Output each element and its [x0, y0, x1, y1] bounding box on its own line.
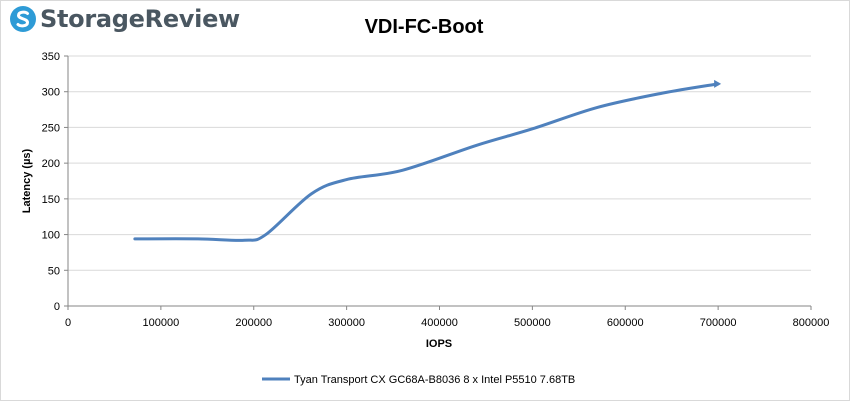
brand-name: StorageReview: [40, 5, 240, 33]
y-tick-label: 250: [42, 122, 60, 134]
y-tick-label: 200: [42, 158, 60, 170]
y-tick-label: 50: [48, 265, 60, 277]
x-tick-label: 200000: [235, 317, 272, 329]
brand-logo: StorageReview: [8, 4, 240, 34]
y-tick-label: 300: [42, 87, 60, 99]
storagereview-logo-icon: [10, 6, 36, 32]
legend: Tyan Transport CX GC68A-B8036 8 x Intel …: [262, 374, 575, 386]
legend-label: Tyan Transport CX GC68A-B8036 8 x Intel …: [294, 374, 575, 386]
y-tick-label: 150: [42, 194, 60, 206]
series-line: [133, 82, 720, 242]
x-tick-label: 700000: [700, 317, 737, 329]
y-axis-label: Latency (µs): [21, 148, 33, 213]
chart-title: VDI-FC-Boot: [365, 16, 484, 38]
y-tick-label: 100: [42, 230, 60, 242]
y-tick-label: 0: [54, 301, 60, 313]
x-tick-label: 300000: [328, 317, 365, 329]
x-tick-label: 600000: [607, 317, 644, 329]
series-end-marker: [714, 79, 722, 88]
y-tick-label: 350: [42, 51, 60, 63]
x-tick-label: 0: [65, 317, 71, 329]
x-axis-label: IOPS: [426, 338, 452, 350]
x-tick-label: 800000: [793, 317, 830, 329]
x-tick-label: 400000: [421, 317, 458, 329]
x-tick-label: 100000: [143, 317, 180, 329]
x-tick-label: 500000: [514, 317, 551, 329]
